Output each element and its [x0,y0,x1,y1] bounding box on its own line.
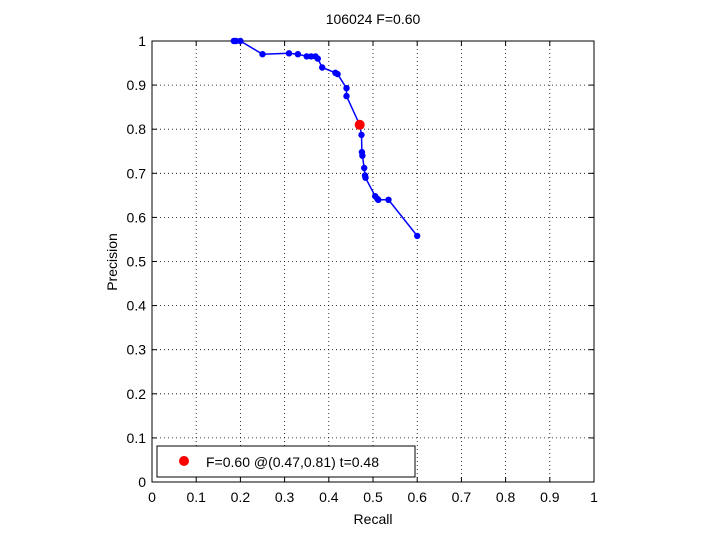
grid-lines [152,41,594,482]
data-point [343,85,350,92]
data-point [259,51,266,58]
chart-title: 106024 F=0.60 [326,11,421,27]
y-tick-label: 0.2 [127,386,147,402]
data-point [385,196,392,203]
y-axis-ticks: 0 0.1 0.2 0.3 0.4 0.5 0.6 0.7 0.8 0.9 1 [127,33,594,490]
data-point [358,131,365,139]
legend-marker-red-dot [179,456,189,466]
data-point [285,50,293,57]
legend-label: F=0.60 @(0.47,0.81) t=0.48 [206,454,379,470]
data-point [361,164,368,172]
highlight-layer [354,119,365,130]
data-point [362,174,369,181]
x-tick-label: 0.7 [452,489,472,505]
y-tick-label: 0 [138,474,146,490]
y-tick-label: 0.5 [127,254,147,270]
data-point [303,53,310,60]
plot-frame [151,40,595,483]
data-point [343,92,350,100]
y-tick-label: 0.9 [127,77,147,93]
x-tick-label: 0.2 [231,489,251,505]
data-point [414,232,421,240]
data-point [314,55,321,62]
x-tick-label: 0.8 [496,489,516,505]
data-point [359,152,366,159]
max-f-point [354,119,365,130]
y-tick-label: 0.3 [127,342,147,358]
x-tick-label: 0.1 [186,489,206,505]
x-tick-label: 0.3 [275,489,295,505]
y-tick-label: 0.7 [127,165,147,181]
data-point [294,51,302,58]
x-tick-label: 0.4 [319,489,339,505]
y-axis-label: Precision [104,233,120,291]
y-tick-label: 0.6 [127,209,147,225]
x-axis-label: Recall [354,511,393,527]
data-point [319,64,326,71]
x-tick-label: 0.5 [363,489,383,505]
x-tick-label: 0 [148,489,156,505]
data-point [232,37,240,45]
y-tick-label: 0.1 [127,430,147,446]
y-tick-label: 0.8 [127,121,147,137]
data-point [307,53,315,60]
data-point [237,37,244,45]
legend: F=0.60 @(0.47,0.81) t=0.48 [156,445,416,478]
x-tick-label: 0.6 [407,489,427,505]
x-tick-label: 1 [590,489,598,505]
data-point [375,196,382,203]
legend-box [156,445,416,478]
x-tick-label: 0.9 [540,489,560,505]
x-axis-ticks: 0 0.1 0.2 0.3 0.4 0.5 0.6 0.7 0.8 0.9 1 [148,41,598,505]
y-tick-label: 0.4 [127,298,147,314]
data-point [334,70,341,78]
y-tick-label: 1 [138,33,146,49]
